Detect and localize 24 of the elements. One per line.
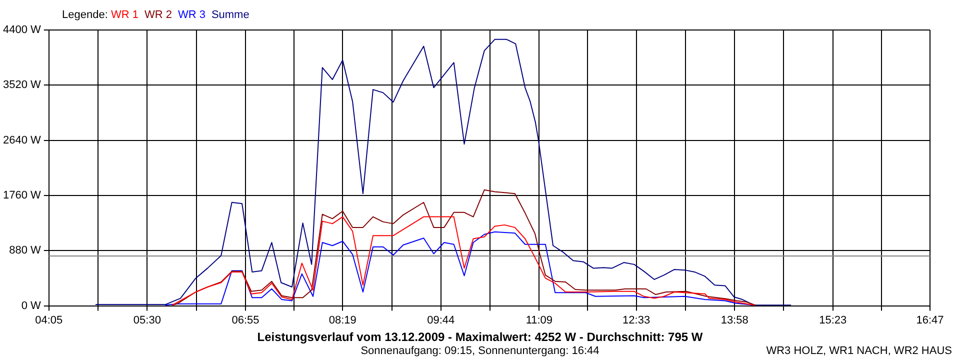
x-tick-label: 06:55 (232, 314, 260, 326)
text: WR 1 (110, 9, 138, 21)
text: WR 2 (144, 9, 172, 21)
x-tick-label: 04:05 (35, 314, 63, 326)
legend-title: Legende: (62, 9, 109, 21)
y-tick-label: 1760 W (2, 190, 42, 202)
text: Sonnenaufgang: 09:15, Sonnenuntergang: 16:44 (360, 345, 600, 357)
x-tick-label: 16:47 (916, 314, 944, 326)
y-tick-label: 880 W (9, 244, 42, 257)
y-tick-label: 0 W (21, 300, 42, 312)
x-tick-label: 05:30 (133, 314, 161, 326)
text: WR 3 (178, 9, 206, 21)
y-tick-label: 2640 W (2, 134, 42, 146)
x-tick-label: 09:44 (427, 314, 455, 326)
x-tick-label: 12:33 (622, 314, 650, 326)
text: WR3 HOLZ, WR1 NACH, WR2 HAUS (766, 345, 952, 357)
x-tick-label: 15:23 (819, 314, 847, 326)
y-tick-label: 3520 W (2, 79, 42, 92)
x-tick-label: 11:09 (526, 314, 553, 326)
text: Leistungsverlauf vom 13.12.2009 - Maximalwert: 4252 W - Durchschnitt: 795 W (256, 330, 704, 344)
text: Summe (211, 9, 250, 21)
x-tick-label: 08:19 (328, 314, 356, 326)
y-tick-label: 4400 W (2, 24, 42, 36)
x-tick-label: 13:58 (720, 314, 748, 326)
